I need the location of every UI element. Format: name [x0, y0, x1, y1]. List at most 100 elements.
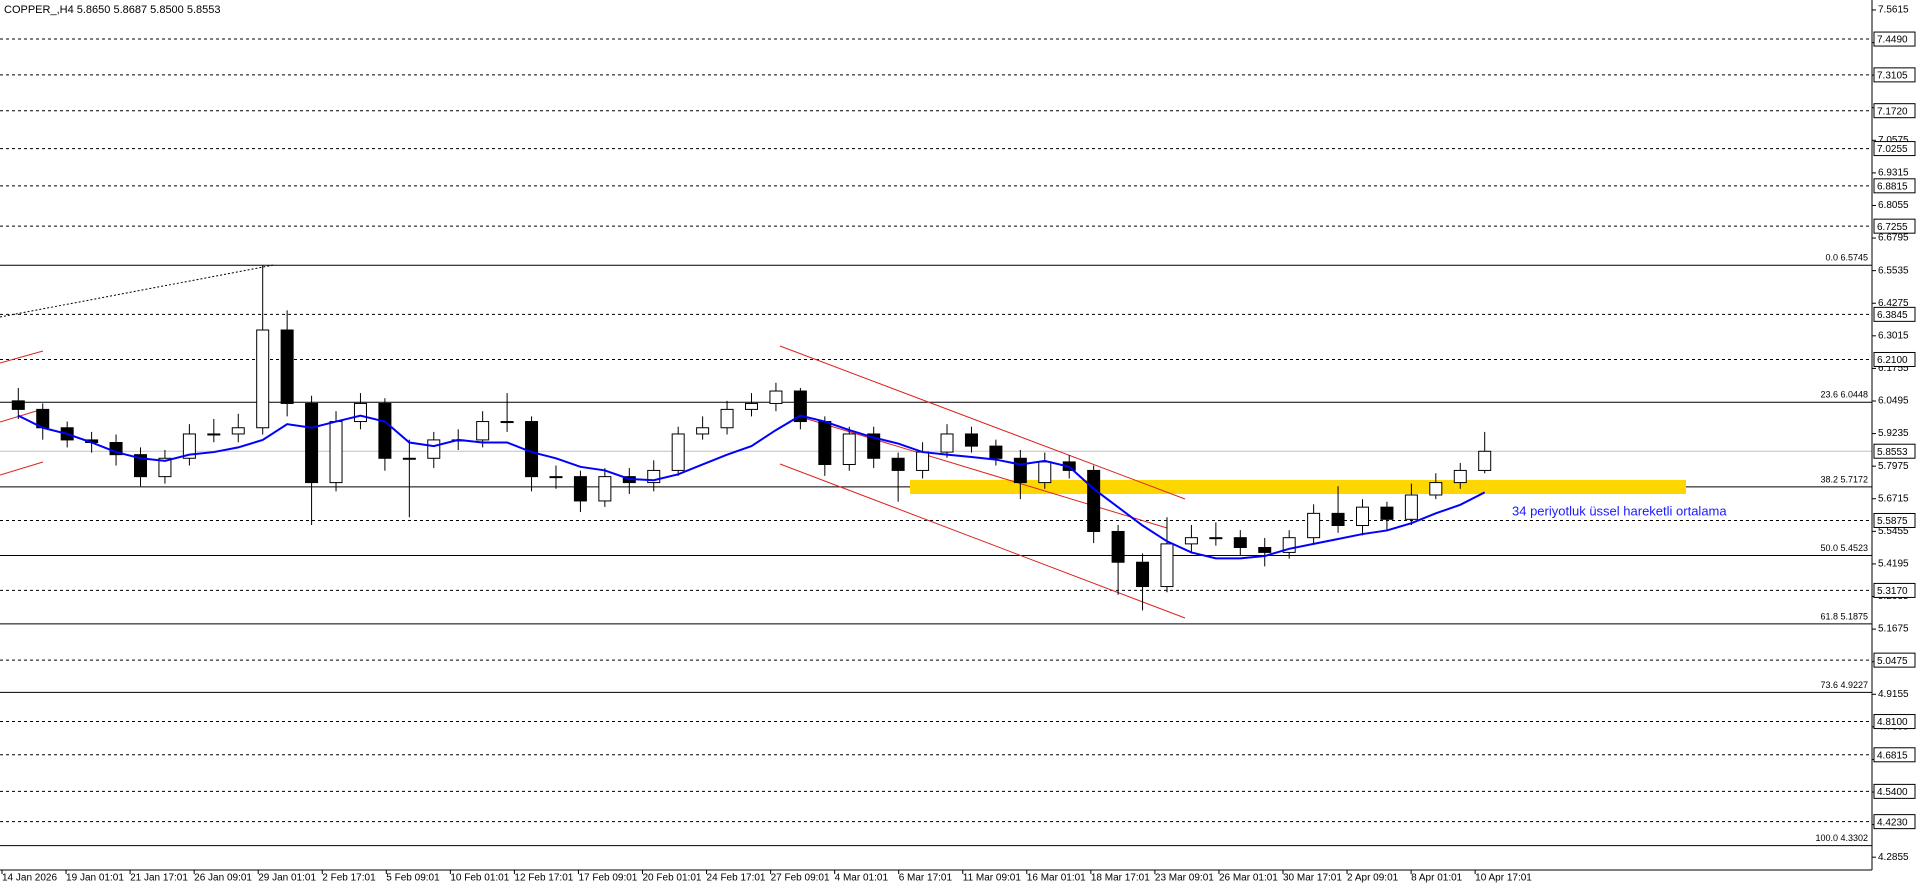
candle-body	[158, 457, 172, 478]
y-tick-label: 4.9155	[1878, 689, 1909, 700]
x-tick-label: 2 Feb 17:01	[322, 873, 376, 884]
candle-body	[353, 402, 367, 423]
axis-labels: 7.56157.43557.30957.18357.05756.93156.80…	[1, 5, 1916, 884]
candle-body	[671, 433, 685, 471]
candle-body	[867, 433, 881, 459]
y-tick-label: 6.3015	[1878, 330, 1909, 341]
y-tick-label: 5.9235	[1878, 428, 1909, 439]
y-tick-label: 6.4275	[1878, 298, 1909, 309]
level-label: 4.6815	[1877, 750, 1908, 761]
candle-body	[842, 433, 856, 465]
candle-body	[989, 445, 1003, 459]
y-tick-label: 6.9315	[1878, 168, 1909, 179]
level-box	[1873, 103, 1916, 119]
candle-body	[745, 402, 758, 410]
candle-body	[598, 476, 612, 502]
y-tick-label: 5.1675	[1878, 624, 1909, 635]
candle-body	[1478, 450, 1492, 471]
level-label: 4.5400	[1877, 787, 1908, 798]
level-label: 7.0255	[1877, 144, 1908, 155]
level-box	[1873, 218, 1916, 234]
fib-label: 38.2 5.7172	[1820, 474, 1868, 484]
y-tick-label: 6.5535	[1878, 265, 1909, 276]
candle-body	[11, 400, 25, 410]
candle-body	[1453, 469, 1467, 484]
level-label: 5.5875	[1877, 516, 1908, 527]
candle-body	[1160, 543, 1174, 588]
level-box	[1873, 141, 1916, 157]
level-label: 6.7255	[1877, 222, 1908, 233]
x-tick-label: 26 Mar 01:01	[1219, 873, 1278, 884]
candle-body	[231, 427, 245, 435]
candle-body	[256, 329, 270, 429]
channel-line	[779, 463, 1186, 619]
level-box	[1873, 67, 1916, 83]
level-label: 5.0475	[1877, 656, 1908, 667]
candle-body	[1087, 469, 1101, 532]
candle-body	[1209, 537, 1223, 540]
candle-body	[1258, 547, 1272, 553]
fib-label: 73.6 4.9227	[1820, 680, 1868, 690]
plot	[11, 265, 1492, 611]
x-tick-label: 21 Jan 17:01	[130, 873, 188, 884]
candle-body	[280, 329, 294, 404]
candle-body	[1331, 512, 1345, 527]
y-tick-label: 6.1755	[1878, 363, 1909, 374]
candle-body	[1233, 537, 1247, 549]
y-tick-label: 6.0495	[1878, 396, 1909, 407]
x-tick-label: 8 Apr 01:01	[1411, 873, 1463, 884]
level-box	[1873, 351, 1916, 367]
level-label: 5.3170	[1877, 586, 1908, 597]
candle-body	[305, 402, 319, 484]
trend-line	[0, 264, 275, 318]
x-tick-label: 18 Mar 17:01	[1091, 873, 1150, 884]
channel-line	[0, 350, 44, 364]
candle-body	[378, 402, 392, 459]
y-tick-label: 6.6795	[1878, 233, 1909, 244]
x-tick-label: 14 Jan 2026	[2, 873, 57, 884]
candle-body	[207, 433, 221, 436]
candle-body	[549, 476, 563, 479]
y-tick-label: 4.2855	[1878, 852, 1909, 863]
y-tick-label: 5.6715	[1878, 493, 1909, 504]
channel-line	[0, 408, 44, 423]
level-box	[1873, 714, 1916, 730]
fib-label: 50.0 5.4523	[1820, 543, 1868, 553]
candle-body	[427, 439, 441, 459]
level-label: 7.1720	[1877, 106, 1908, 117]
candle-body	[1184, 537, 1198, 545]
x-tick-label: 29 Jan 01:01	[258, 873, 316, 884]
x-tick-label: 17 Feb 09:01	[578, 873, 637, 884]
x-tick-label: 23 Mar 09:01	[1155, 873, 1214, 884]
x-tick-label: 24 Feb 17:01	[707, 873, 766, 884]
x-tick-label: 10 Apr 17:01	[1475, 873, 1532, 884]
level-box	[1873, 512, 1916, 528]
channel-line	[793, 414, 1168, 529]
x-tick-label: 6 Mar 17:01	[899, 873, 953, 884]
y-tick-label: 5.4195	[1878, 559, 1909, 570]
candle-body	[891, 457, 905, 471]
level-label: 7.3105	[1877, 71, 1908, 82]
y-tick-label: 7.5615	[1878, 5, 1909, 16]
level-label: 6.8815	[1877, 181, 1908, 192]
fib-label: 0.0 6.5745	[1825, 253, 1868, 263]
candle-body	[329, 421, 343, 484]
channel-line	[779, 345, 1186, 500]
candle-body	[1307, 512, 1321, 539]
candle-body	[1380, 506, 1394, 520]
x-tick-label: 5 Feb 09:01	[386, 873, 440, 884]
zone	[910, 480, 1686, 494]
x-tick-label: 10 Feb 01:01	[450, 873, 509, 884]
candle-body	[1136, 561, 1150, 588]
level-box	[1873, 747, 1916, 763]
level-box	[1873, 582, 1916, 598]
level-label: 7.4490	[1877, 35, 1908, 46]
level-box	[1873, 814, 1916, 830]
candle-body	[940, 433, 954, 453]
candle-body	[1356, 506, 1369, 527]
candle-body	[916, 451, 930, 471]
candle-body	[402, 457, 416, 460]
x-tick-label: 30 Mar 17:01	[1283, 873, 1342, 884]
